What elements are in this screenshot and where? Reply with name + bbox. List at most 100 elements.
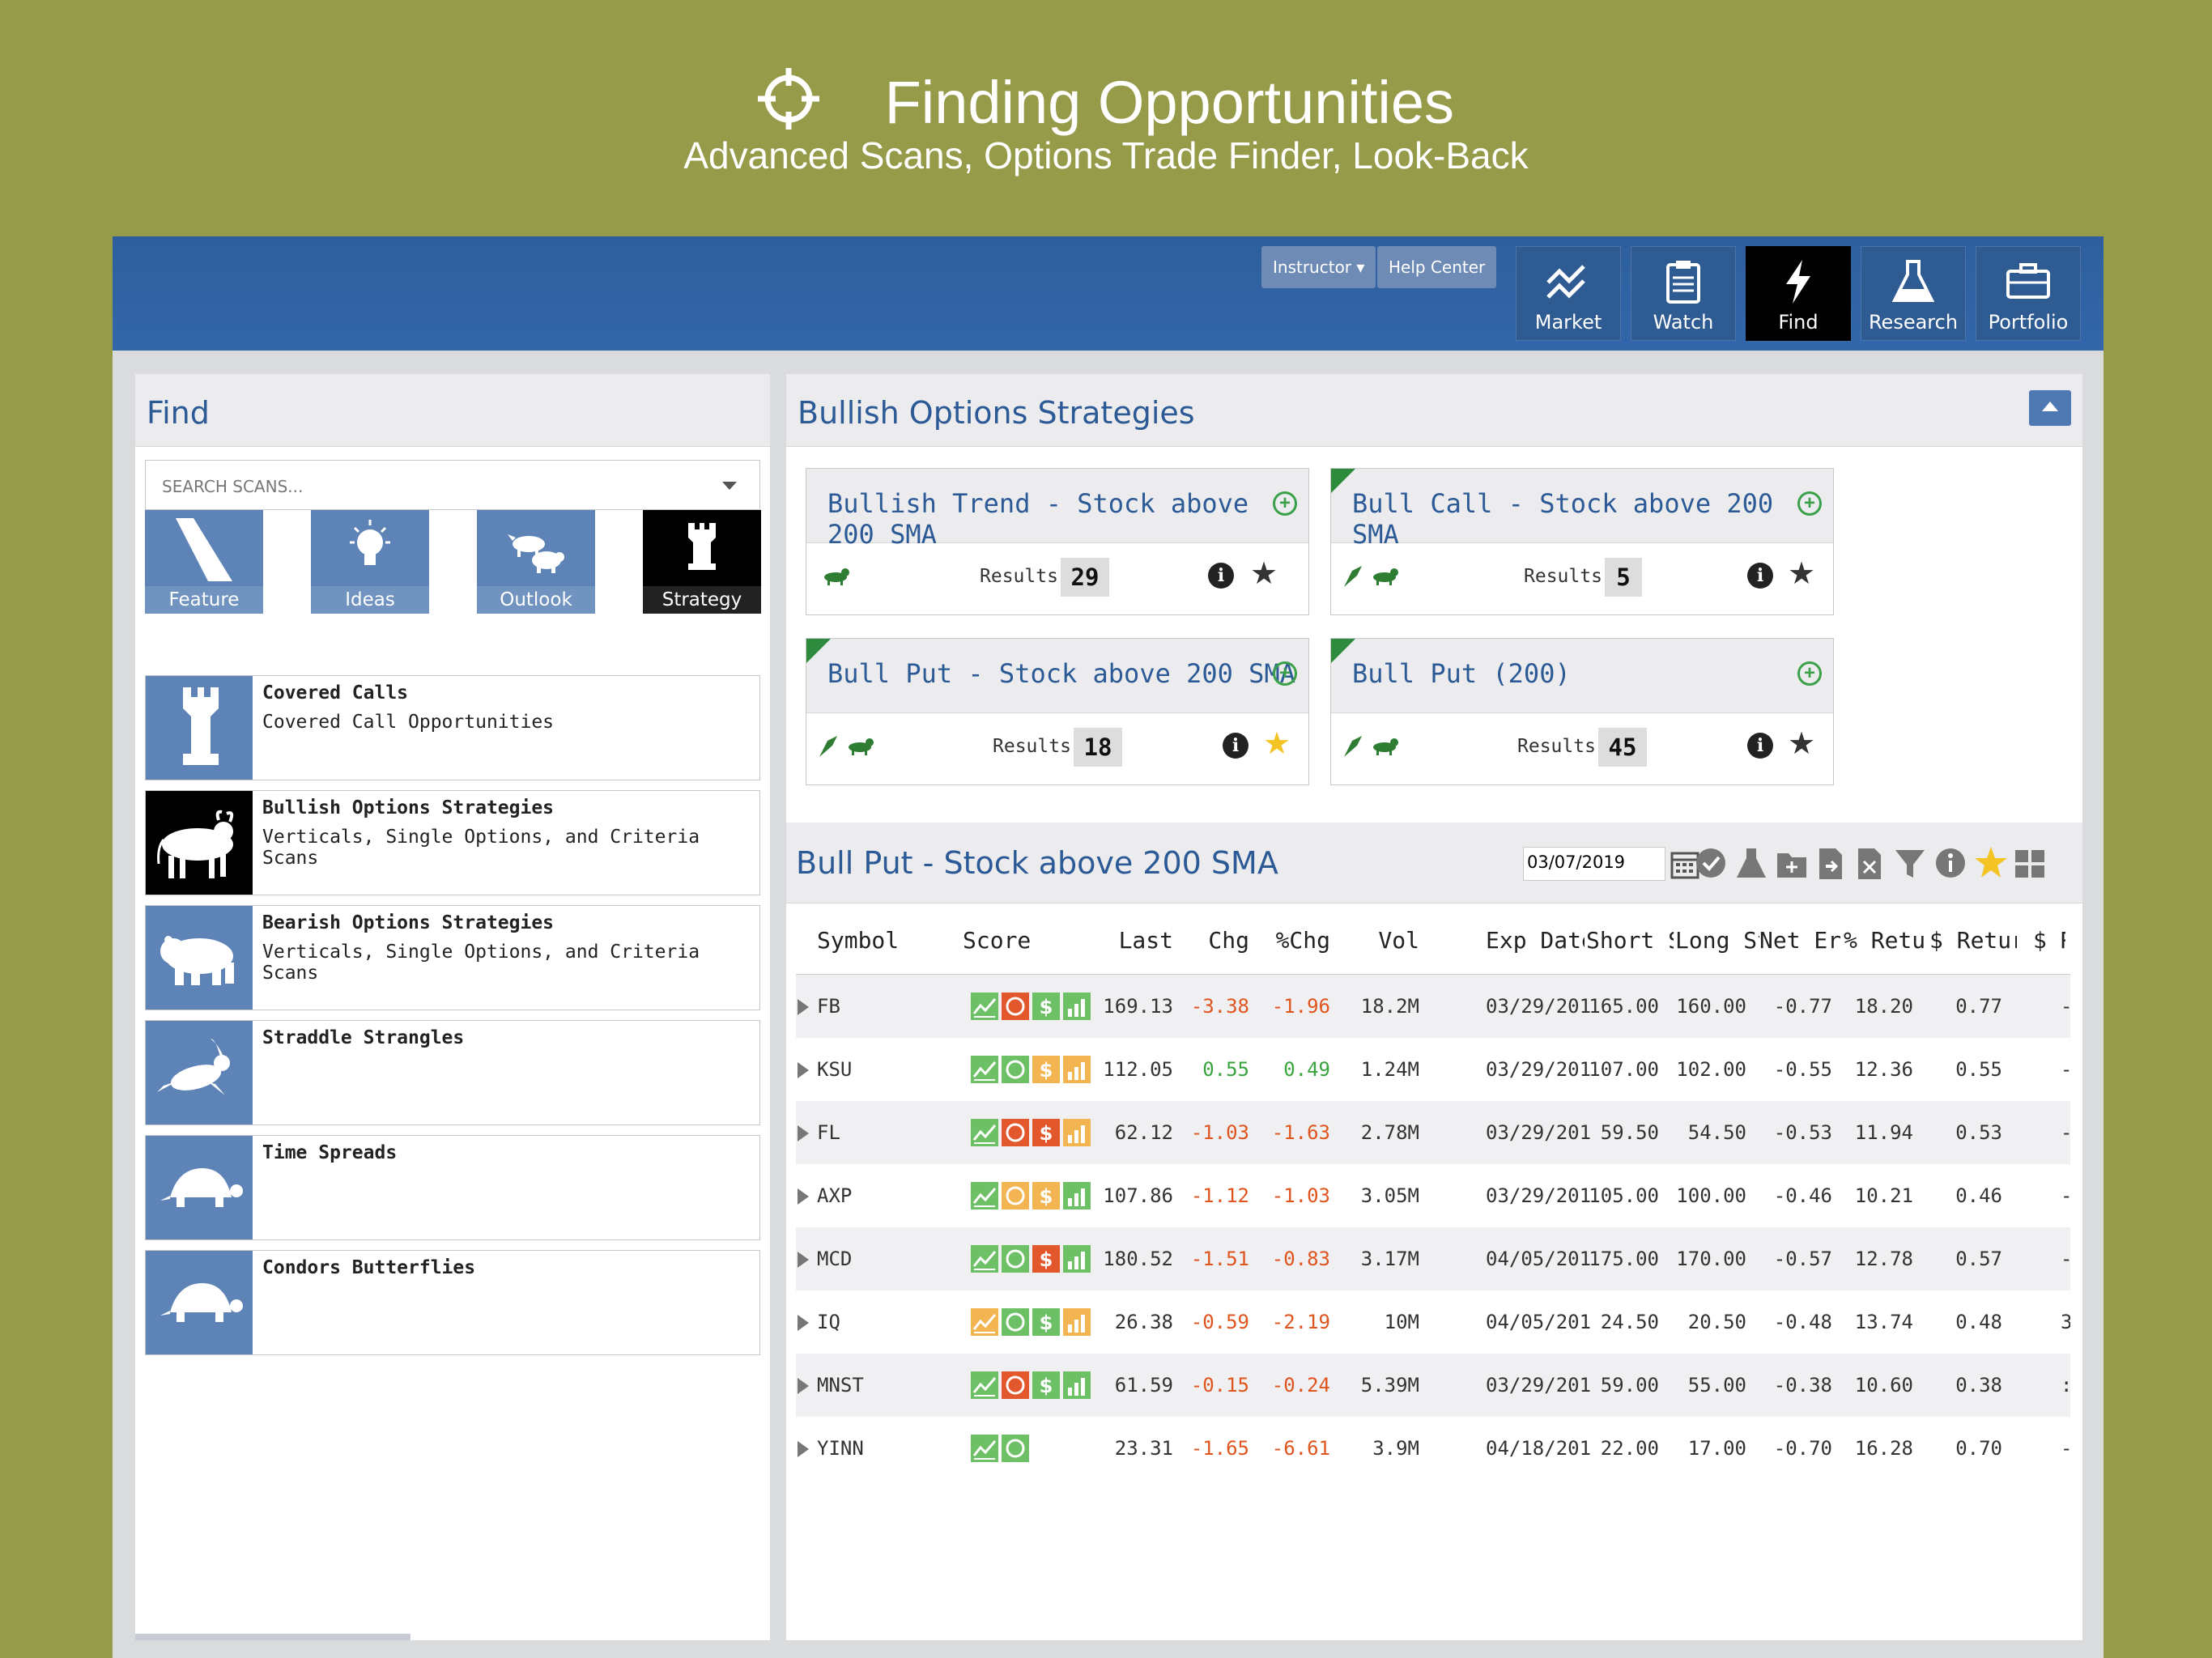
category-strategy[interactable]: Strategy xyxy=(643,510,761,614)
svg-text:$: $ xyxy=(1040,996,1053,1018)
col-vol[interactable]: Vol xyxy=(1378,927,1419,954)
table-row[interactable]: MCD $180.52 -1.51 -0.83 3.17M 04/05/2019175.0… xyxy=(796,1227,2070,1290)
cell-symbol[interactable]: AXP xyxy=(817,1184,853,1207)
scan-condors-butterflies[interactable]: Condors Butterflies xyxy=(145,1250,760,1355)
date-input[interactable]: 03/07/2019 xyxy=(1523,847,1665,881)
expand-triangle-icon[interactable] xyxy=(798,1188,809,1205)
strategy-card[interactable]: Bull Put (200) + Results 45 i ★ xyxy=(1330,638,1834,785)
nav-research[interactable]: Research xyxy=(1861,246,1966,341)
cell-symbol[interactable]: MCD xyxy=(817,1248,853,1270)
chevron-down-icon[interactable] xyxy=(722,482,737,490)
card-title[interactable]: Bull Put (200) xyxy=(1352,658,1571,689)
favorite-star-icon[interactable]: ★ xyxy=(1263,727,1291,761)
cell-extra: 3 xyxy=(2061,1311,2070,1333)
expand-triangle-icon[interactable] xyxy=(798,1441,809,1457)
expand-triangle-icon[interactable] xyxy=(798,999,809,1015)
export-icon[interactable] xyxy=(1813,844,1848,882)
excel-icon[interactable] xyxy=(1852,844,1887,882)
nav-watch[interactable]: Watch xyxy=(1631,246,1736,341)
grid-view-icon[interactable] xyxy=(2012,844,2048,882)
info-icon[interactable]: i xyxy=(1747,733,1773,759)
expand-triangle-icon[interactable] xyxy=(798,1252,809,1268)
col-pct-return[interactable]: % Retur xyxy=(1844,927,1928,954)
info-icon[interactable]: i xyxy=(1747,563,1773,589)
category-feature[interactable]: Feature xyxy=(145,510,263,614)
scan-name: Covered Calls xyxy=(262,682,409,704)
help-center-button[interactable]: Help Center xyxy=(1377,246,1497,288)
add-icon[interactable]: + xyxy=(1273,491,1297,516)
info-icon[interactable]: i xyxy=(1208,563,1234,589)
card-title[interactable]: Bullish Trend - Stock above 200 SMA xyxy=(827,488,1249,550)
table-row[interactable]: AXP $107.86 -1.12 -1.03 3.05M 03/29/2019105.0… xyxy=(796,1164,2070,1227)
table-row[interactable]: MNST $61.59 -0.15 -0.24 5.39M 03/29/2019 59.00… xyxy=(796,1354,2070,1417)
check-circle-icon[interactable] xyxy=(1693,844,1729,882)
score-circle-icon xyxy=(1002,1245,1029,1273)
col-score[interactable]: Score xyxy=(963,927,1032,954)
rabbit-icon xyxy=(157,1039,230,1095)
cell-pchg: -1.96 xyxy=(1271,995,1330,1018)
info-icon[interactable] xyxy=(1933,844,1968,882)
col-long-strike[interactable]: Long St xyxy=(1675,927,1759,954)
col-last[interactable]: Last xyxy=(1118,927,1173,954)
nav-find[interactable]: Find xyxy=(1746,246,1851,341)
table-row[interactable]: FL $62.12 -1.03 -1.63 2.78M 03/29/2019 59.50 54… xyxy=(796,1101,2070,1164)
col-pchg[interactable]: %Chg xyxy=(1275,927,1330,954)
expand-triangle-icon[interactable] xyxy=(798,1315,809,1331)
category-outlook[interactable]: Outlook xyxy=(477,510,595,614)
nav-portfolio[interactable]: Portfolio xyxy=(1976,246,2081,341)
collapse-button[interactable] xyxy=(2029,390,2071,426)
col-net-credit[interactable]: Net Er xyxy=(1759,927,1842,954)
table-row[interactable]: KSU $112.05 0.55 0.49 1.24M 03/29/2019107.00 1… xyxy=(796,1038,2070,1101)
nav-market[interactable]: Market xyxy=(1516,246,1621,341)
table-row[interactable]: FB $169.13 -3.38 -1.96 18.2M 03/29/2019165.00… xyxy=(796,975,2070,1038)
scan-time-spreads[interactable]: Time Spreads xyxy=(145,1135,760,1240)
expand-triangle-icon[interactable] xyxy=(798,1062,809,1078)
hero-banner: Finding Opportunities Advanced Scans, Op… xyxy=(0,0,2212,235)
favorite-star-icon[interactable] xyxy=(1973,844,2009,882)
scan-straddle-strangles[interactable]: Straddle Strangles xyxy=(145,1020,760,1125)
card-footer: Results 5 i ★ xyxy=(1331,543,1833,616)
col-extra[interactable]: $ R xyxy=(2033,927,2065,954)
table-row[interactable]: YINN 23.31 -1.65 -6.61 3.9M 04/18/2019 22.00 17… xyxy=(796,1417,2070,1480)
star-icon[interactable]: ★ xyxy=(1250,557,1278,591)
col-short-strike[interactable]: Short St xyxy=(1586,927,1674,954)
add-icon[interactable]: + xyxy=(1797,491,1822,516)
cell-symbol[interactable]: MNST xyxy=(817,1374,864,1397)
scan-icon-box xyxy=(146,676,253,780)
instructor-dropdown[interactable]: Instructor ▾ xyxy=(1261,246,1376,288)
cell-symbol[interactable]: IQ xyxy=(817,1311,840,1333)
card-title[interactable]: Bull Put - Stock above 200 SMA xyxy=(827,658,1295,689)
col-symbol[interactable]: Symbol xyxy=(817,927,900,954)
card-title[interactable]: Bull Call - Stock above 200 SMA xyxy=(1352,488,1774,550)
expand-triangle-icon[interactable] xyxy=(798,1125,809,1141)
star-icon[interactable]: ★ xyxy=(1788,727,1816,761)
flask-icon[interactable] xyxy=(1733,844,1769,882)
scan-covered-calls[interactable]: Covered Calls Covered Call Opportunities xyxy=(145,675,760,780)
category-ideas[interactable]: Ideas xyxy=(311,510,429,614)
cell-symbol[interactable]: KSU xyxy=(817,1058,853,1081)
results-table: Symbol Score Last Chg %Chg Vol Exp Date … xyxy=(796,903,2070,1480)
cell-symbol[interactable]: YINN xyxy=(817,1437,864,1460)
expand-triangle-icon[interactable] xyxy=(798,1378,809,1394)
table-row[interactable]: IQ $26.38 -0.59 -2.19 10M 04/05/2019 24.50 20.5… xyxy=(796,1290,2070,1354)
folder-add-icon[interactable] xyxy=(1774,844,1810,882)
star-icon[interactable]: ★ xyxy=(1788,557,1816,591)
strategy-card[interactable]: Bull Put - Stock above 200 SMA + Results… xyxy=(806,638,1309,785)
col-chg[interactable]: Chg xyxy=(1208,927,1249,954)
scan-bearish-options[interactable]: Bearish Options Strategies Verticals, Si… xyxy=(145,905,760,1010)
col-exp-date[interactable]: Exp Date xyxy=(1486,927,1585,954)
strategy-card[interactable]: Bullish Trend - Stock above 200 SMA + Re… xyxy=(806,468,1309,615)
filter-icon[interactable] xyxy=(1892,844,1928,882)
strategy-card[interactable]: Bull Call - Stock above 200 SMA + Result… xyxy=(1330,468,1834,615)
scan-bullish-options[interactable]: Bullish Options Strategies Verticals, Si… xyxy=(145,790,760,895)
cell-symbol[interactable]: FB xyxy=(817,995,840,1018)
cell-symbol[interactable]: FL xyxy=(817,1121,840,1144)
cell-net-credit: -0.55 xyxy=(1773,1058,1832,1081)
add-icon[interactable]: + xyxy=(1797,661,1822,686)
add-icon[interactable]: + xyxy=(1273,661,1297,686)
svg-text:$: $ xyxy=(1040,1059,1053,1082)
scrollbar[interactable] xyxy=(135,1634,410,1640)
info-icon[interactable]: i xyxy=(1223,733,1249,759)
col-dollar-return[interactable]: $ Returr xyxy=(1929,927,2017,954)
search-scans-input[interactable]: SEARCH SCANS... xyxy=(145,460,760,510)
